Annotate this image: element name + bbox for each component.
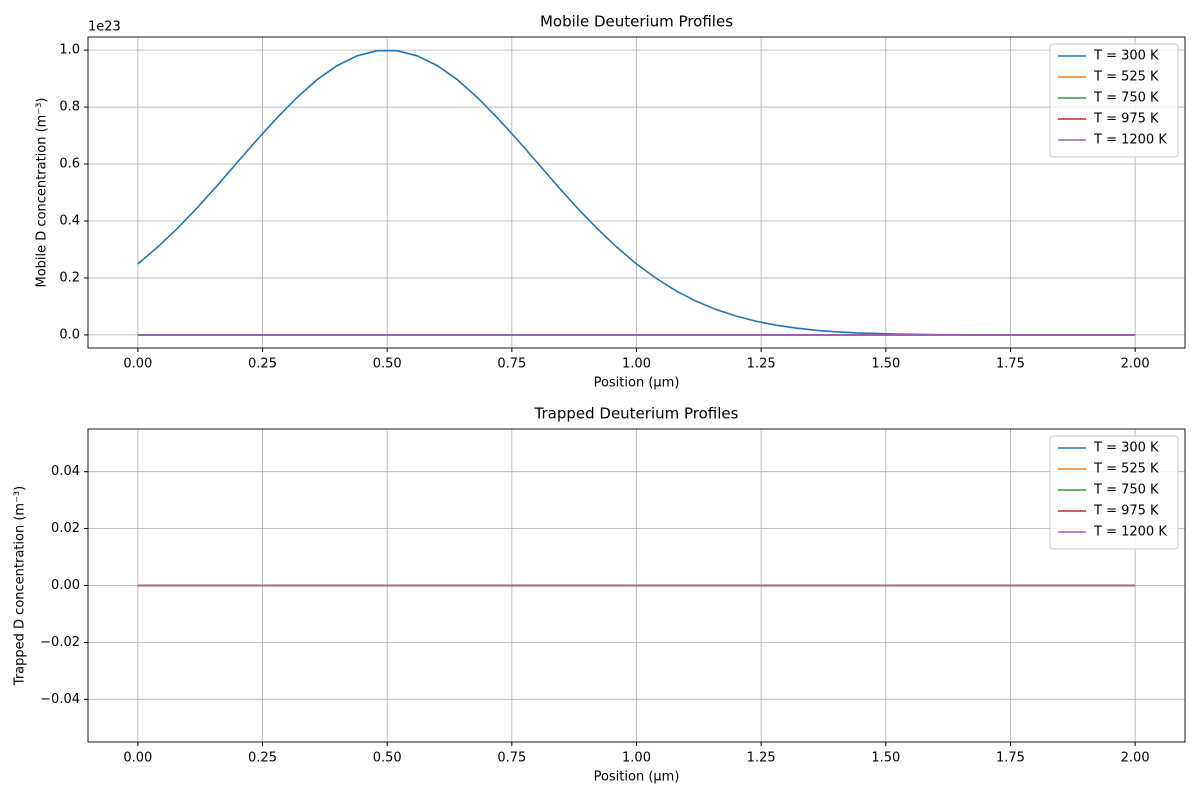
x-tick-label: 0.00 — [123, 357, 152, 372]
y-tick-label: −0.02 — [40, 635, 80, 650]
axes: 0.00 0.25 0.50 0.75 1.00 1.25 1.50 1.75 2.00 0.0 0… — [35, 13, 1186, 391]
x-tick-label: 0.75 — [497, 357, 526, 372]
legend-label: T = 975 K — [1093, 112, 1159, 127]
legend-box — [1049, 435, 1179, 550]
y-axis-label: Trapped D concentration (m⁻³) — [13, 486, 28, 686]
x-tick-label: 1.50 — [871, 751, 900, 766]
legend-label: T = 525 K — [1093, 70, 1159, 85]
legend-label: T = 1200 K — [1093, 133, 1167, 148]
axes: 0.00 0.25 0.50 0.75 1.00 1.25 1.50 1.75 2.00 −0.0… — [13, 405, 1186, 785]
y-tick-label: 0.04 — [51, 464, 80, 479]
x-tick-label: 0.50 — [373, 751, 402, 766]
legend-box — [1049, 43, 1179, 158]
x-tick-label: 0.50 — [373, 357, 402, 372]
x-tick-label: 0.75 — [497, 751, 526, 766]
x-tick-label: 2.00 — [1121, 357, 1150, 372]
x-tick-label: 0.00 — [123, 751, 152, 766]
x-tick-label: 1.25 — [747, 751, 776, 766]
y-tick-label: −0.04 — [40, 692, 80, 707]
y-tick-label: 1.0 — [59, 43, 80, 58]
x-tick-label: 0.25 — [248, 357, 277, 372]
axes-frame — [87, 36, 1186, 349]
x-tick-label: 1.25 — [747, 357, 776, 372]
y-tick-label: 0.4 — [59, 213, 80, 228]
y-tick-label: 0.8 — [59, 100, 80, 115]
x-tick-label: 2.00 — [1121, 751, 1150, 766]
y-axis-label: Mobile D concentration (m⁻³) — [35, 98, 50, 288]
x-tick-label: 1.75 — [996, 357, 1025, 372]
y-tick-label: 0.2 — [59, 270, 80, 285]
offset-text: 1e23 — [88, 20, 121, 35]
legend-label: T = 750 K — [1093, 91, 1159, 106]
legend-label: T = 1200 K — [1093, 525, 1167, 540]
x-tick-label: 1.00 — [622, 357, 651, 372]
x-axis-label: Position (μm) — [594, 770, 680, 785]
x-axis-label: Position (μm) — [594, 376, 680, 391]
y-tick-label: 0.02 — [51, 521, 80, 536]
axes-frame — [87, 428, 1186, 743]
x-tick-label: 1.75 — [996, 751, 1025, 766]
legend-label: T = 525 K — [1093, 462, 1159, 477]
y-tick-label: 0.00 — [51, 578, 80, 593]
chart-title: Mobile Deuterium Profiles — [540, 13, 733, 31]
legend-label: T = 750 K — [1093, 483, 1159, 498]
y-tick-label: 0.0 — [59, 327, 80, 342]
legend-label: T = 300 K — [1093, 49, 1159, 64]
x-tick-label: 0.25 — [248, 751, 277, 766]
x-tick-label: 1.00 — [622, 751, 651, 766]
y-tick-label: 0.6 — [59, 157, 80, 172]
chart-title: Trapped Deuterium Profiles — [534, 405, 739, 423]
legend-label: T = 975 K — [1093, 504, 1159, 519]
x-tick-label: 1.50 — [871, 357, 900, 372]
legend-label: T = 300 K — [1093, 441, 1159, 456]
